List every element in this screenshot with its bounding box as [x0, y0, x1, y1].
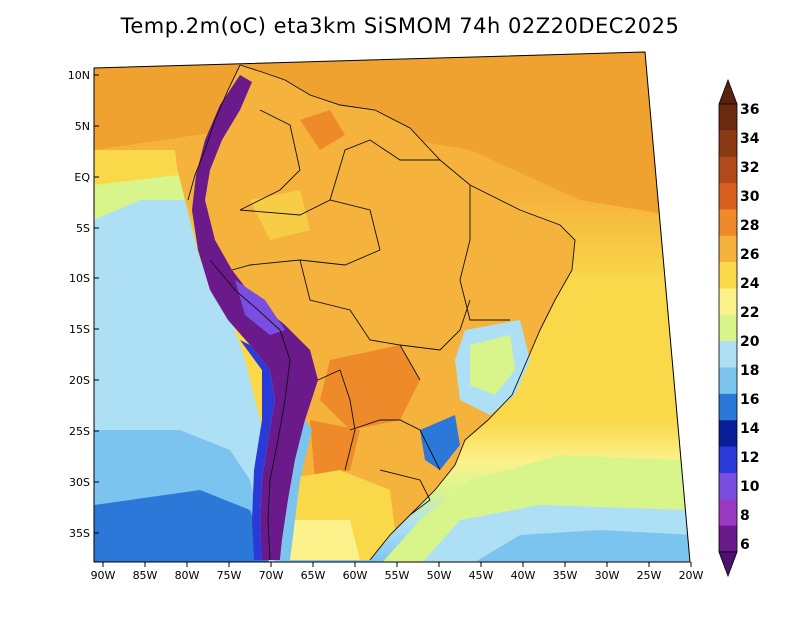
map-frame	[93, 51, 691, 563]
colorbar-label: 20	[740, 334, 760, 350]
colorbar-label: 22	[740, 305, 759, 321]
colorbar-swatch	[719, 499, 737, 527]
lat-tick-label: EQ	[74, 171, 90, 184]
colorbar-label: 24	[740, 276, 760, 292]
pacific-coldest-field	[94, 490, 270, 562]
colorbar-label: 26	[740, 247, 759, 263]
temperature-field	[94, 52, 690, 562]
lat-axis: 10N 5N EQ 5S 10S 15S 20S 25S 30S 35S	[68, 69, 99, 540]
colorbar-label: 32	[740, 160, 759, 176]
lat-tick-label: 5N	[75, 120, 90, 133]
lon-tick-label: 70W	[259, 569, 284, 582]
colorbar-swatch	[719, 525, 737, 553]
lon-tick-label: 60W	[343, 569, 368, 582]
colorbar-label: 6	[740, 537, 750, 553]
lat-tick-label: 5S	[76, 222, 90, 235]
lon-tick-label: 20W	[679, 569, 704, 582]
south-atlantic-coldest-field	[470, 530, 690, 562]
lon-axis: 90W 85W 80W 75W 70W 65W 60W 55W 50W 45W …	[91, 562, 704, 582]
colorbar-label: 28	[740, 218, 759, 234]
lat-tick-label: 15S	[69, 323, 90, 336]
pacific-warm-field	[94, 150, 178, 185]
colorbar-top-arrow	[718, 78, 738, 105]
andes-peru-violet	[235, 280, 285, 335]
serra-do-mar-cold	[420, 415, 460, 470]
colorbar-swatch	[719, 341, 737, 369]
colorbar-swatch	[719, 393, 737, 421]
colorbar-swatch	[719, 235, 737, 263]
hot-patch-central	[320, 345, 420, 430]
country-borders	[187, 64, 576, 561]
lat-tick-label: 35S	[69, 527, 90, 540]
lon-tick-label: 65W	[301, 569, 326, 582]
colorbar-label: 10	[740, 479, 760, 495]
colorbar-label: 12	[740, 450, 759, 466]
lon-tick-label: 40W	[511, 569, 536, 582]
colorbar-label: 30	[740, 189, 760, 205]
patagonia-north-field	[285, 520, 360, 560]
colorbar-label: 18	[740, 363, 759, 379]
colorbar-swatch	[719, 446, 737, 474]
colorbar: 36 34 32 30 28 26 24 22 20 18 16 14 12 1…	[718, 78, 760, 578]
lat-tick-label: 25S	[69, 425, 90, 438]
lon-tick-label: 50W	[427, 569, 452, 582]
hot-patch-amazon	[250, 190, 310, 240]
colorbar-swatch	[719, 288, 737, 316]
lat-tick-label: 10S	[69, 272, 90, 285]
hot-patch-chaco	[310, 420, 360, 480]
colorbar-bottom-arrow	[718, 551, 738, 578]
lat-tick-label: 20S	[69, 374, 90, 387]
colorbar-label: 14	[740, 421, 760, 437]
colorbar-label: 16	[740, 392, 759, 408]
lon-tick-label: 75W	[217, 569, 242, 582]
colorbar-swatch	[719, 130, 737, 158]
colorbar-label: 34	[740, 131, 760, 147]
andes-edge-blue	[240, 340, 275, 560]
lon-tick-label: 80W	[175, 569, 200, 582]
colorbar-swatch	[719, 156, 737, 184]
colorbar-label: 36	[740, 102, 759, 118]
colorbar-swatch	[719, 472, 737, 500]
lon-tick-label: 35W	[553, 569, 578, 582]
hot-patch-north	[300, 110, 345, 150]
lon-tick-label: 30W	[595, 569, 620, 582]
colorbar-swatch	[719, 183, 737, 210]
lat-tick-label: 10N	[68, 69, 90, 82]
lon-tick-label: 25W	[637, 569, 662, 582]
colorbar-swatch	[719, 104, 737, 131]
colorbar-swatch	[719, 367, 737, 395]
lon-tick-label: 85W	[133, 569, 158, 582]
colorbar-swatch	[719, 262, 737, 289]
brazil-highlands-mid	[470, 335, 515, 395]
colorbar-label: 8	[740, 508, 750, 524]
colorbar-swatch	[719, 209, 737, 237]
lon-tick-label: 45W	[469, 569, 494, 582]
lat-tick-label: 30S	[69, 476, 90, 489]
map-title: Temp.2m(oC) eta3km SiSMOM 74h 02Z20DEC20…	[120, 14, 680, 38]
andes-edge-light	[280, 420, 312, 560]
lon-tick-label: 55W	[385, 569, 410, 582]
colorbar-swatch	[719, 314, 737, 342]
lon-tick-label: 90W	[91, 569, 116, 582]
colorbar-swatch	[719, 420, 737, 448]
